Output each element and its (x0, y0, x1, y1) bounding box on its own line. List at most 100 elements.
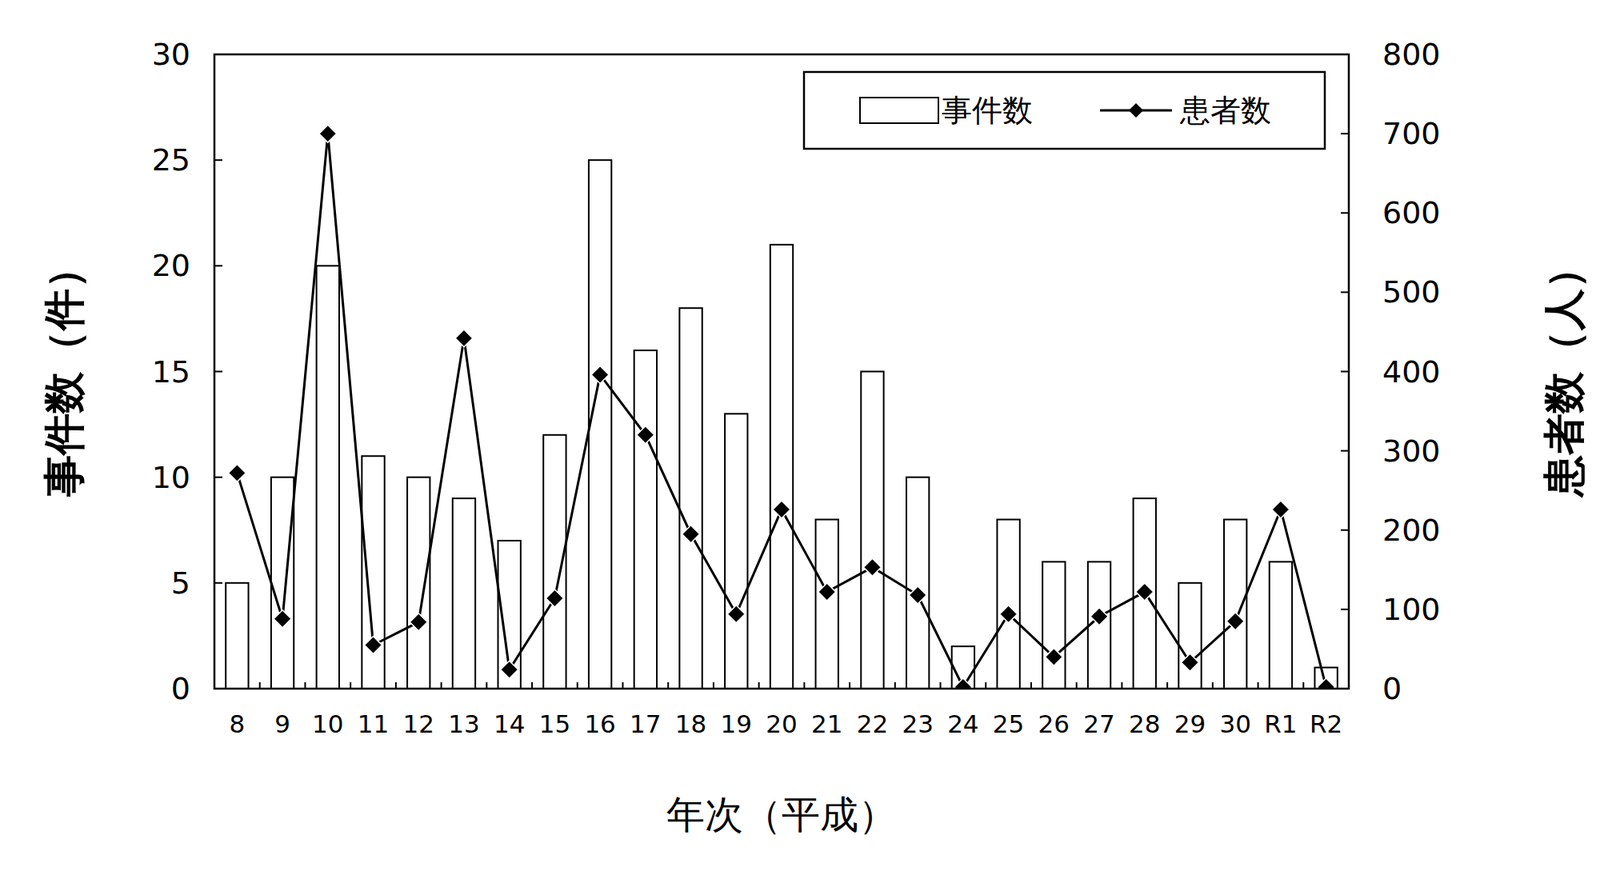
y2-tick-label: 200 (1382, 512, 1441, 548)
marker (409, 613, 428, 632)
x-tick-label: 8 (228, 709, 245, 739)
bar (996, 520, 1020, 689)
bar (407, 477, 430, 689)
bar (271, 477, 294, 689)
x-tick-label: 20 (765, 709, 797, 739)
bar (1042, 561, 1065, 689)
y2-tick (1340, 132, 1349, 135)
y2-tick-label: 800 (1382, 36, 1441, 72)
bar (361, 456, 384, 689)
x-tick-label: 28 (1128, 709, 1160, 739)
x-tick-label: 15 (539, 709, 571, 739)
x-tick-label: 14 (493, 709, 525, 739)
x-axis-title: 年次（平成） (666, 792, 897, 837)
y-tick (214, 371, 223, 373)
bar (860, 372, 884, 690)
plot-frame (214, 54, 1349, 689)
legend-label: 事件数 (941, 92, 1033, 128)
x-tick (1302, 682, 1304, 689)
marker (319, 124, 337, 143)
y-axis-title: 事件数（件） (40, 247, 88, 498)
x-tick-label: 30 (1219, 709, 1251, 739)
x-tick (667, 682, 669, 689)
x-tick (1076, 682, 1078, 689)
y-tick (214, 582, 223, 584)
bar (452, 498, 476, 689)
y-tick (214, 159, 223, 161)
x-tick (940, 682, 942, 689)
marker (682, 525, 700, 544)
marker (545, 589, 564, 608)
x-tick-label: 25 (992, 709, 1024, 739)
x-tick-label: 19 (720, 709, 752, 739)
y2-tick (1340, 608, 1349, 611)
bar (906, 477, 929, 689)
legend-label: 患者数 (1179, 92, 1272, 128)
bar (225, 583, 248, 689)
y2-tick-label: 300 (1382, 433, 1441, 469)
x-tick-label: 9 (274, 709, 291, 739)
x-tick (349, 682, 352, 689)
marker (1180, 653, 1199, 672)
x-tick (894, 682, 896, 689)
x-tick (485, 682, 488, 689)
x-tick-label: 29 (1174, 709, 1206, 739)
x-tick (758, 682, 760, 689)
y2-tick-label: 100 (1382, 592, 1441, 628)
marker (954, 678, 972, 689)
x-tick (1166, 682, 1168, 689)
x-tick (803, 682, 805, 689)
plot-area (225, 124, 1338, 689)
y2-tick-label: 700 (1382, 116, 1441, 152)
line (236, 133, 1326, 688)
y2-tick (1340, 371, 1349, 373)
y2-tick-label: 0 (1382, 671, 1402, 707)
x-tick-label: 11 (357, 709, 389, 739)
x-tick (621, 682, 624, 689)
bar (816, 520, 839, 689)
x-tick-label: 13 (448, 709, 480, 739)
y2-tick (1340, 291, 1349, 293)
x-tick-label: 27 (1083, 709, 1115, 739)
bar (1178, 583, 1201, 689)
x-tick (531, 682, 533, 689)
x-tick-label: R2 (1309, 709, 1343, 739)
marker (1272, 500, 1290, 519)
bar (634, 350, 657, 689)
marker (818, 583, 836, 601)
y-tick (214, 53, 223, 56)
legend: 事件数 患者数 (804, 72, 1325, 149)
x-tick-label: 26 (1038, 709, 1070, 739)
y2-tick-label: 400 (1382, 354, 1441, 390)
bar (588, 160, 612, 689)
y-tick (214, 476, 223, 479)
y-tick-label: 15 (152, 354, 191, 390)
legend-swatch (860, 97, 939, 124)
y2-tick-label: 600 (1382, 195, 1441, 231)
y-tick-label: 5 (171, 565, 191, 601)
x-tick-label: R1 (1264, 709, 1297, 739)
marker (908, 586, 927, 604)
x-tick-label: 12 (403, 709, 435, 739)
marker (364, 636, 383, 654)
x-tick-label: 16 (584, 709, 616, 739)
marker (228, 464, 246, 482)
bar (1088, 561, 1111, 689)
marker (1044, 648, 1063, 666)
x-tick-label: 23 (901, 709, 933, 739)
x-tick (1257, 682, 1260, 689)
x-tick (848, 682, 851, 689)
y2-tick (1340, 53, 1349, 56)
y-tick (214, 688, 223, 690)
marker (1000, 605, 1018, 624)
y2-axis-title: 患者数（人） (1540, 247, 1588, 499)
bar (724, 413, 748, 689)
x-tick-label: 22 (856, 709, 888, 739)
marker (772, 500, 791, 519)
y2-tick (1340, 529, 1349, 532)
y2-tick-label: 500 (1382, 274, 1441, 310)
x-tick (1120, 682, 1123, 689)
x-tick (712, 682, 715, 689)
x-tick-label: 24 (947, 709, 979, 739)
y-tick (214, 264, 223, 267)
